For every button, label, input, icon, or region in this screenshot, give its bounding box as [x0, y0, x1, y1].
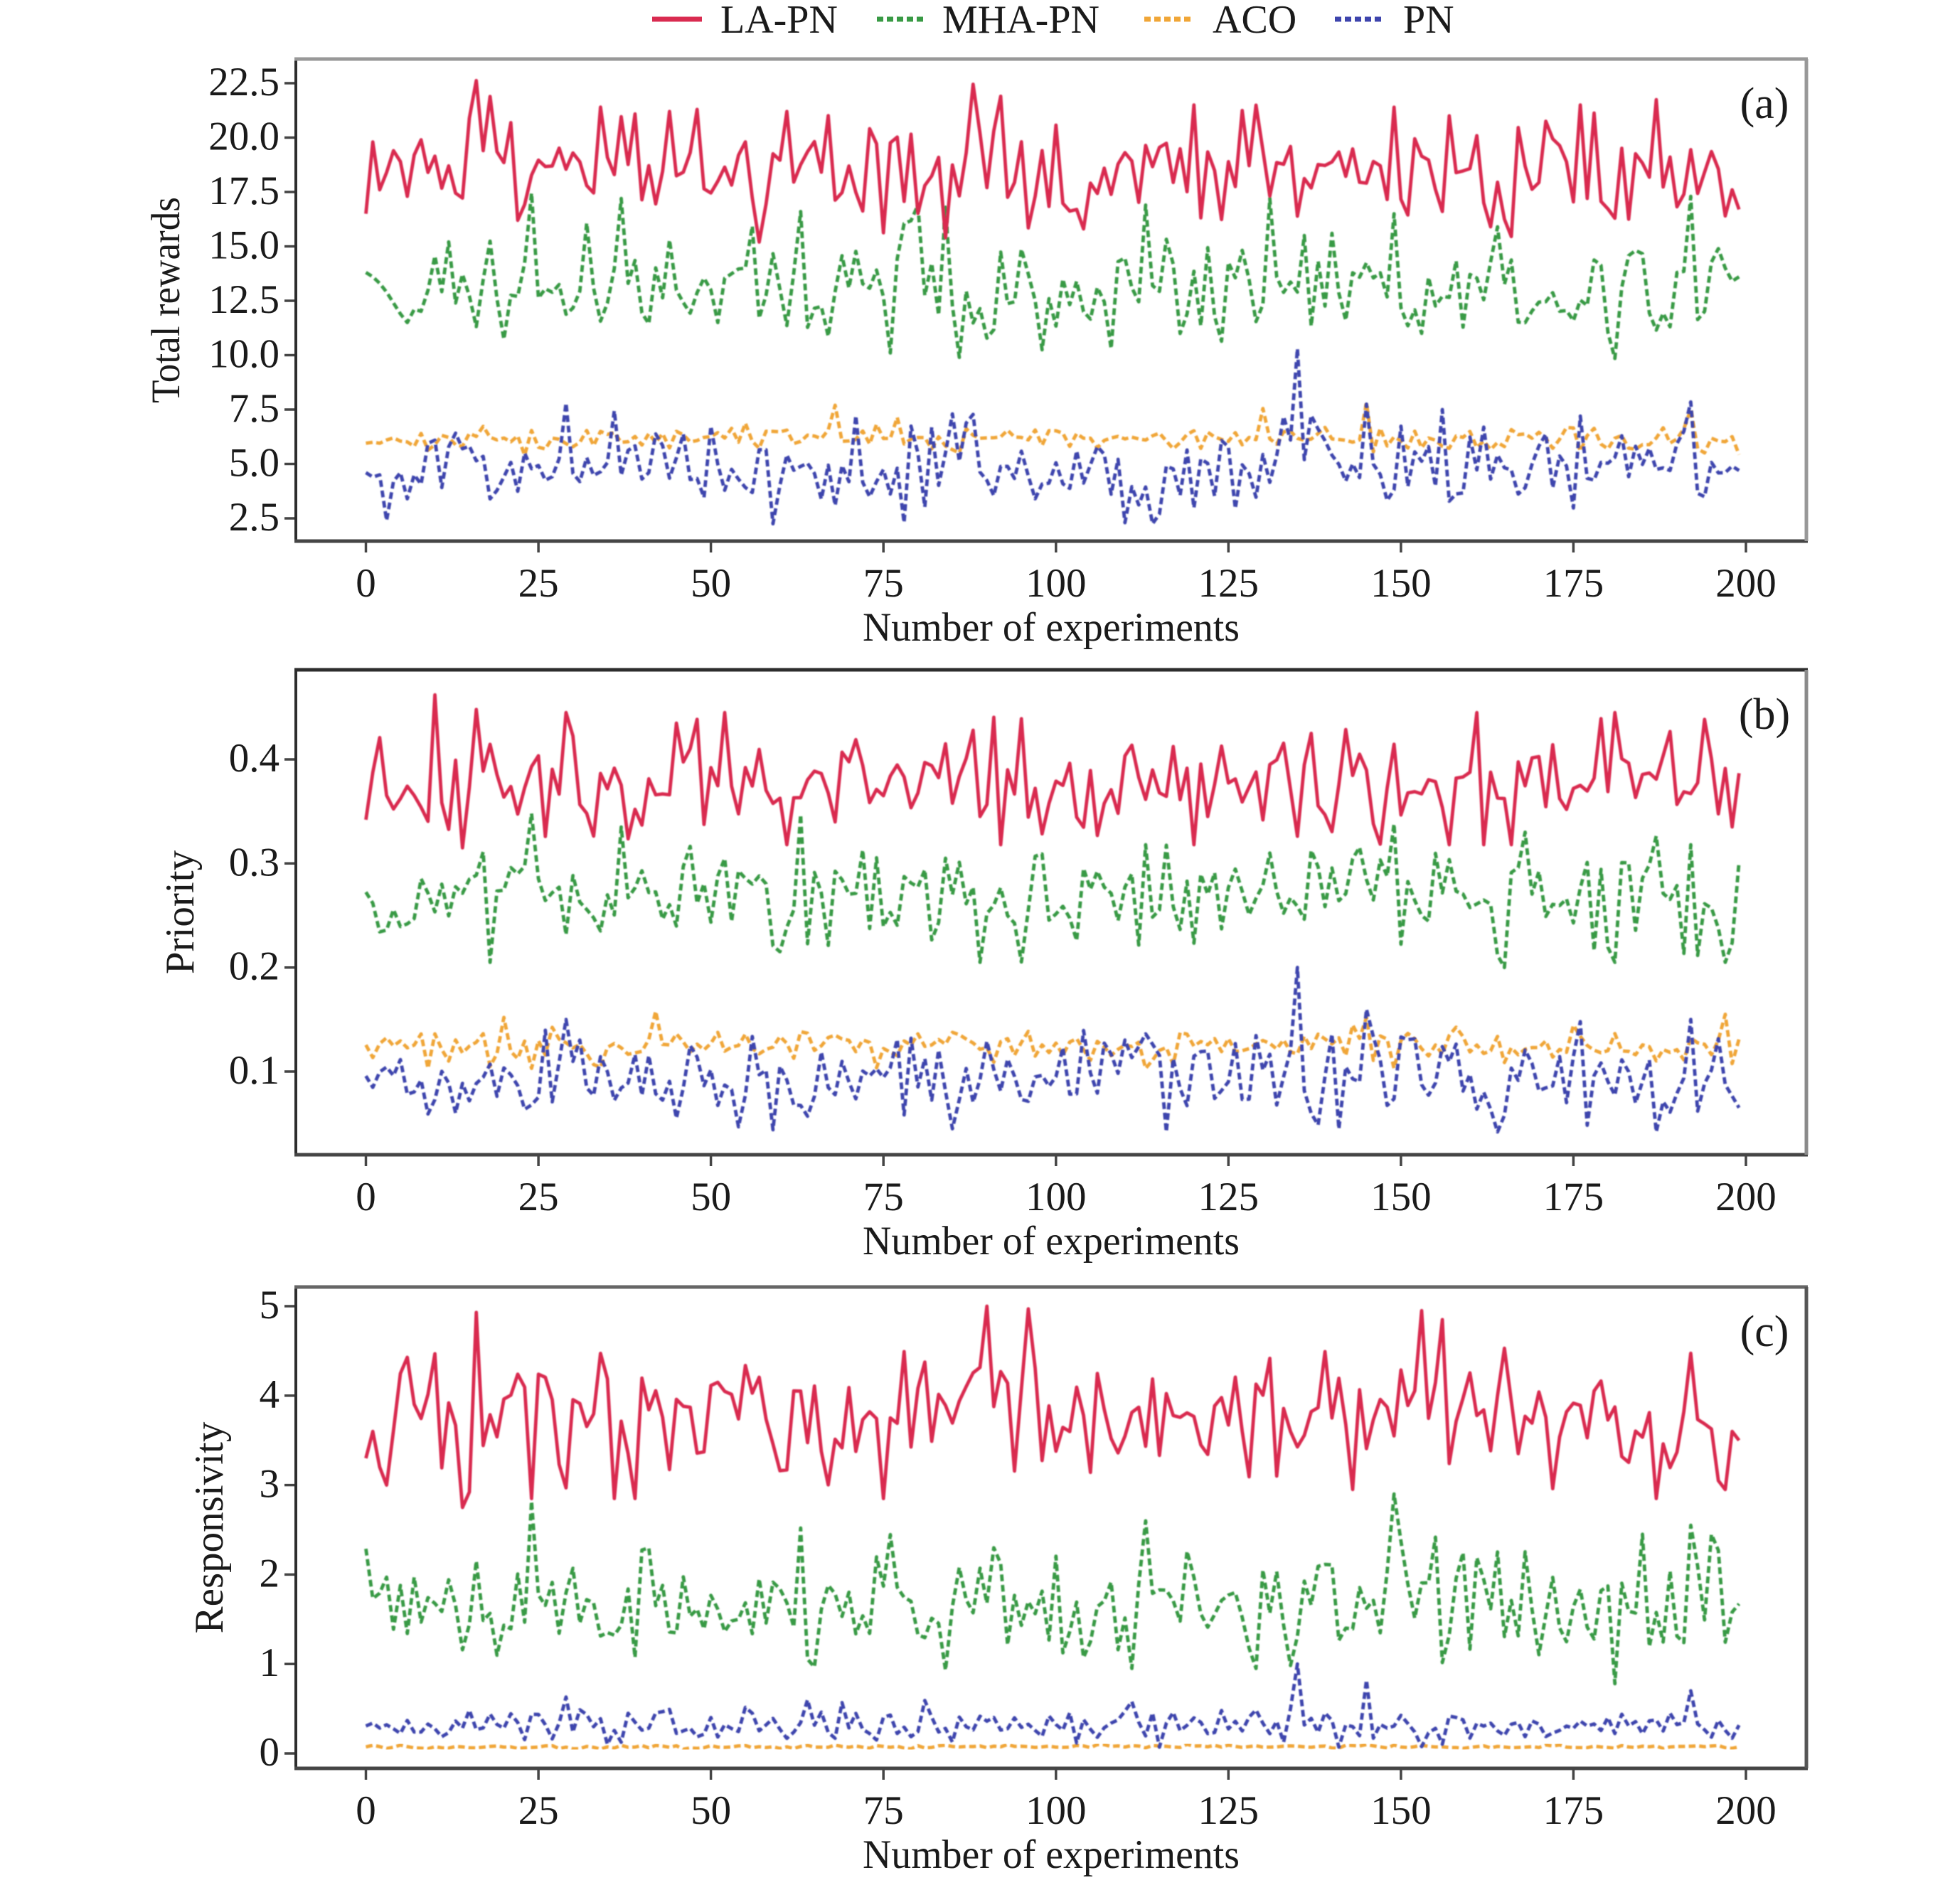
svg-text:Responsivity: Responsivity — [187, 1421, 232, 1633]
svg-text:175: 175 — [1543, 1788, 1604, 1833]
svg-text:75: 75 — [863, 561, 904, 606]
svg-text:PN: PN — [1403, 0, 1454, 42]
svg-text:4: 4 — [260, 1372, 280, 1417]
svg-text:2: 2 — [260, 1551, 280, 1596]
svg-text:Priority: Priority — [158, 850, 203, 974]
svg-text:100: 100 — [1026, 1788, 1087, 1833]
svg-text:200: 200 — [1715, 1175, 1777, 1219]
svg-text:0.1: 0.1 — [229, 1048, 279, 1093]
svg-text:150: 150 — [1370, 1175, 1432, 1219]
svg-text:100: 100 — [1026, 561, 1087, 606]
svg-text:MHA-PN: MHA-PN — [942, 0, 1099, 42]
svg-text:0.2: 0.2 — [229, 944, 279, 989]
svg-text:20.0: 20.0 — [208, 114, 279, 159]
svg-text:10.0: 10.0 — [208, 332, 279, 377]
svg-text:175: 175 — [1543, 1175, 1604, 1219]
svg-text:ACO: ACO — [1213, 0, 1296, 42]
svg-text:125: 125 — [1198, 1175, 1259, 1219]
svg-text:150: 150 — [1370, 561, 1432, 606]
svg-text:25: 25 — [518, 561, 559, 606]
svg-text:(c): (c) — [1740, 1308, 1789, 1356]
svg-text:15.0: 15.0 — [208, 223, 279, 268]
svg-text:50: 50 — [691, 1788, 731, 1833]
svg-text:50: 50 — [691, 561, 731, 606]
svg-text:0.4: 0.4 — [229, 736, 279, 781]
svg-text:25: 25 — [518, 1175, 559, 1219]
svg-text:Total rewards: Total rewards — [144, 197, 188, 403]
svg-text:7.5: 7.5 — [229, 386, 279, 431]
svg-text:22.5: 22.5 — [208, 60, 279, 105]
svg-text:5.0: 5.0 — [229, 441, 279, 486]
svg-text:LA-PN: LA-PN — [720, 0, 838, 42]
svg-text:0.3: 0.3 — [229, 840, 279, 885]
svg-text:200: 200 — [1715, 1788, 1777, 1833]
svg-text:125: 125 — [1198, 561, 1259, 606]
svg-text:150: 150 — [1370, 1788, 1432, 1833]
svg-text:100: 100 — [1026, 1175, 1087, 1219]
svg-text:(b): (b) — [1739, 690, 1790, 739]
svg-text:3: 3 — [260, 1462, 280, 1507]
svg-text:25: 25 — [518, 1788, 559, 1833]
svg-text:5: 5 — [260, 1283, 280, 1328]
svg-text:2.5: 2.5 — [229, 495, 279, 540]
svg-text:0: 0 — [356, 1788, 376, 1833]
svg-text:Number of experiments: Number of experiments — [863, 1219, 1240, 1264]
svg-text:0: 0 — [356, 1175, 376, 1219]
svg-text:50: 50 — [691, 1175, 731, 1219]
svg-text:75: 75 — [863, 1788, 904, 1833]
svg-text:Number of experiments: Number of experiments — [863, 605, 1240, 650]
svg-text:1: 1 — [260, 1640, 280, 1685]
svg-text:Number of experiments: Number of experiments — [863, 1832, 1240, 1877]
svg-text:0: 0 — [260, 1730, 280, 1775]
svg-text:125: 125 — [1198, 1788, 1259, 1833]
svg-text:(a): (a) — [1740, 80, 1789, 128]
svg-text:12.5: 12.5 — [208, 277, 279, 322]
svg-text:0: 0 — [356, 561, 376, 606]
svg-text:75: 75 — [863, 1175, 904, 1219]
svg-text:17.5: 17.5 — [208, 169, 279, 213]
svg-text:200: 200 — [1715, 561, 1777, 606]
svg-text:175: 175 — [1543, 561, 1604, 606]
